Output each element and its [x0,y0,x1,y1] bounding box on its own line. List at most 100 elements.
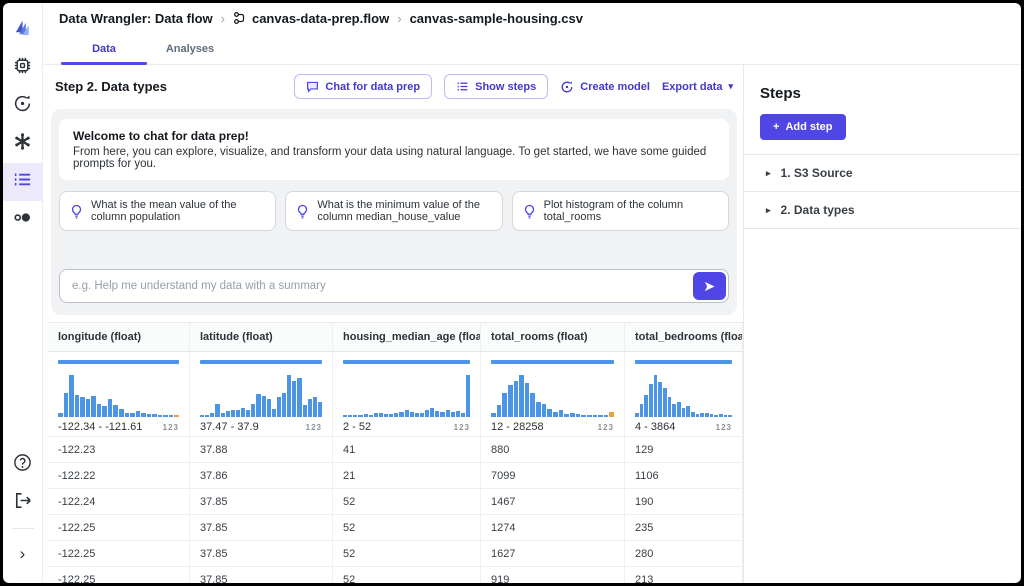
histogram-bar [677,402,681,417]
steps-panel-title: Steps [760,85,801,102]
histogram-bar [440,412,445,417]
guided-prompt-2[interactable]: What is the minimum value of the column … [285,191,503,231]
histogram-bar [700,413,705,417]
canvas-logo[interactable] [3,11,43,49]
step-item-2[interactable]: ▸ 2. Data types [744,191,1021,229]
histogram-bar [672,404,677,417]
histogram-bars [58,373,180,417]
table-cell: 213 [625,567,743,583]
histogram-bar [719,414,723,417]
column-histogram[interactable]: 37.47 - 37.9 123 [190,352,333,437]
histogram-bar [102,406,107,417]
numeric-type-icon: 123 [162,422,179,432]
histogram-bar [96,404,102,417]
table-cell: -122.23 [48,437,190,463]
guided-prompt-label: What is the mean value of the column pop… [91,199,237,223]
histogram-bar [235,410,240,417]
histogram-bar [210,413,215,417]
histogram-bar [667,397,672,417]
histogram-bar [399,412,404,417]
table-cell: 1274 [481,515,625,541]
histogram-bar [681,408,686,417]
histogram-bar [691,412,695,417]
column-header[interactable]: latitude (float) [190,323,333,352]
chevron-down-icon: ▾ [728,81,733,91]
column-header[interactable]: longitude (float) [48,323,190,352]
histogram-bar [536,402,541,417]
histogram-bars [343,373,471,417]
logout-nav[interactable] [3,484,43,522]
models-nav[interactable] [3,201,43,239]
generate-nav[interactable] [3,125,43,163]
tab-bar: Data Analyses [43,33,1021,65]
tab-data[interactable]: Data [61,33,147,65]
app-chip-nav[interactable] [3,49,43,87]
export-data-label: Export data [661,80,723,93]
breadcrumb-csv-file[interactable]: canvas-sample-housing.csv [409,10,583,26]
column-histogram[interactable]: 4 - 3864 123 [625,352,743,437]
data-wrangler-list-nav[interactable] [3,163,43,201]
histogram-bar [174,415,180,417]
steps-list-icon [457,82,468,91]
histogram-bar [460,413,465,417]
histogram-bar [569,413,575,417]
models-icon [12,207,33,233]
histogram-bar [230,410,235,417]
guided-prompt-3[interactable]: Plot histogram of the column total_rooms [511,191,729,231]
column-histogram[interactable]: -122.34 - -121.61 123 [48,352,190,437]
column-histogram[interactable]: 2 - 52 123 [333,352,481,437]
column-header[interactable]: total_rooms (float) [481,323,625,352]
valid-values-bar [491,360,614,364]
column-range: -122.34 - -121.61 [58,421,143,433]
create-model-button[interactable]: Create model [560,80,650,94]
valid-values-bar [58,360,179,364]
histogram-bar [450,412,455,417]
guided-prompt-1[interactable]: What is the mean value of the column pop… [59,191,277,231]
show-steps-button[interactable]: Show steps [444,74,549,99]
histogram-bar [553,412,558,417]
histogram-bar [598,415,603,417]
table-cell: -122.25 [48,541,190,567]
chat-input[interactable] [72,280,693,292]
table-cell: 37.85 [190,515,333,541]
guided-prompt-label: What is the minimum value of the column … [317,199,480,223]
show-steps-label: Show steps [475,80,537,93]
data-wrangler-list-icon [12,169,33,195]
export-data-button[interactable]: Export data ▾ [662,81,733,93]
send-button[interactable] [693,272,726,300]
histogram-bar [394,413,399,417]
histogram-bar [378,413,383,417]
chat-welcome-card: Welcome to chat for data prep! From here… [59,119,729,180]
histogram-bar [80,397,85,417]
column-header[interactable]: total_bedrooms (float) [625,323,743,352]
table-cell: 52 [333,489,481,515]
histogram-bar [225,411,230,417]
chat-for-data-prep-button[interactable]: Chat for data prep [294,74,433,99]
histogram-bar [241,408,246,417]
histogram-bar [564,414,569,417]
add-step-label: Add step [785,121,833,133]
histogram-bar [124,413,130,417]
add-step-button[interactable]: + Add step [760,114,846,140]
breadcrumb-flow-file[interactable]: canvas-data-prep.flow [233,11,389,26]
tab-analyses[interactable]: Analyses [165,43,215,55]
histogram-bar [547,409,553,417]
help-nav[interactable] [3,446,43,484]
lightbulb-icon [71,204,82,219]
step-item-label: 2. Data types [780,203,855,217]
column-header[interactable]: housing_median_age (float) [333,323,481,352]
welcome-body: From here, you can explore, visualize, a… [73,146,707,170]
breadcrumb-data-flow[interactable]: Data Wrangler: Data flow [59,10,213,26]
guided-prompt-label: Plot histogram of the column total_rooms [543,199,684,223]
column-histogram[interactable]: 12 - 28258 123 [481,352,625,437]
table-cell: 37.88 [190,437,333,463]
step-item-1[interactable]: ▸ 1. S3 Source [744,154,1021,191]
table-cell: -122.25 [48,515,190,541]
create-model-nav[interactable] [3,87,43,125]
table-cell: 190 [625,489,743,515]
create-model-icon [561,80,573,92]
expand-sidebar-button[interactable]: › [3,535,43,573]
histogram-bar [271,409,276,417]
histogram-bar [135,411,141,417]
chevron-right-icon: ▸ [766,204,771,215]
